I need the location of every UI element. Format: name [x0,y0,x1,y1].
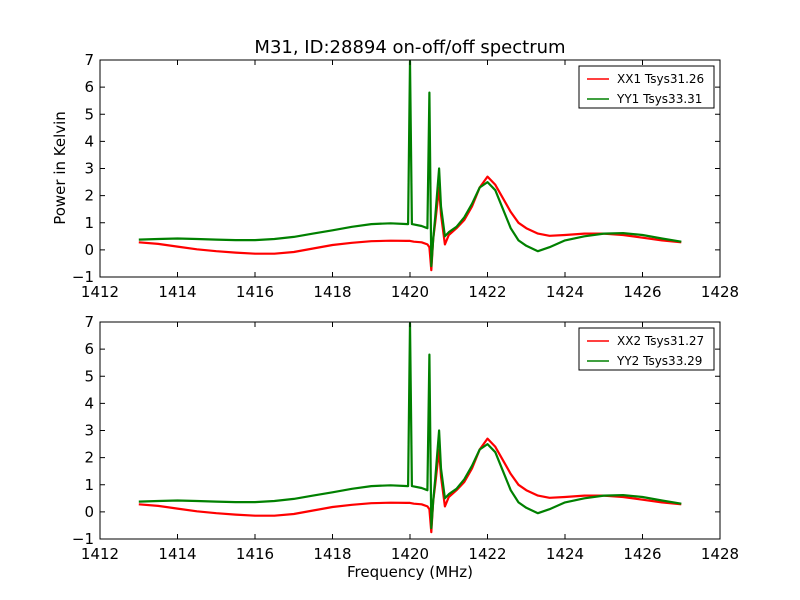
x-tick-label: 1420 [391,545,429,563]
legend: XX2 Tsys31.27 YY2 Tsys33.29 [578,327,715,371]
y-tick-label: 2 [84,449,94,467]
y-tick-label: 5 [84,367,94,385]
x-tick-label: 1412 [81,545,119,563]
x-tick-label: 1422 [468,283,506,301]
y-tick-label: 6 [84,78,94,96]
legend: XX1 Tsys31.26 YY1 Tsys33.31 [578,65,715,109]
x-tick-label: 1416 [236,545,274,563]
y-tick-label: 0 [84,503,94,521]
x-tick-label: 1412 [81,283,119,301]
figure-title: M31, ID:28894 on-off/off spectrum [254,37,565,58]
x-tick-label: 1426 [623,545,661,563]
x-tick-label: 1428 [701,545,739,563]
y-axis-label: Power in Kelvin [51,111,69,225]
legend-label: YY1 Tsys33.31 [616,92,702,106]
x-tick-label: 1424 [546,283,584,301]
x-axis-label: Frequency (MHz) [347,563,473,581]
x-tick-label: 1418 [313,283,351,301]
y-tick-label: 1 [84,476,94,494]
series-line-2 [138,322,682,530]
x-tick-label: 1420 [391,283,429,301]
x-tick-label: 1416 [236,283,274,301]
y-tick-label: 0 [84,241,94,259]
chart-panel-1: 1412 1414 1416 1418 1420 1422 1424 1426 1428−101… [72,51,739,301]
legend-box [578,65,715,109]
x-tick-label: 1414 [158,545,196,563]
y-tick-label: 3 [84,422,94,440]
y-tick-label: −1 [72,530,94,548]
series-line-2 [138,60,682,268]
y-tick-label: 4 [84,394,94,412]
x-tick-label: 1422 [468,545,506,563]
y-tick-label: 7 [84,313,94,331]
x-tick-label: 1414 [158,283,196,301]
legend-box [578,327,715,371]
y-tick-label: 3 [84,160,94,178]
y-tick-label: 4 [84,132,94,150]
chart-panel-2: 1412 1414 1416 1418 1420 1422 1424 1426 1428−101… [72,313,739,563]
x-tick-label: 1426 [623,283,661,301]
legend-label: XX2 Tsys31.27 [617,334,704,348]
chart-panels: 1412 1414 1416 1418 1420 1422 1424 1426 1428−101… [72,51,739,563]
y-tick-label: 7 [84,51,94,69]
y-tick-label: −1 [72,268,94,286]
y-tick-label: 2 [84,187,94,205]
legend-label: XX1 Tsys31.26 [617,72,704,86]
y-tick-label: 6 [84,340,94,358]
x-tick-label: 1428 [701,283,739,301]
x-tick-label: 1418 [313,545,351,563]
y-tick-label: 1 [84,214,94,232]
x-tick-label: 1424 [546,545,584,563]
legend-label: YY2 Tsys33.29 [616,354,702,368]
y-tick-label: 5 [84,105,94,123]
